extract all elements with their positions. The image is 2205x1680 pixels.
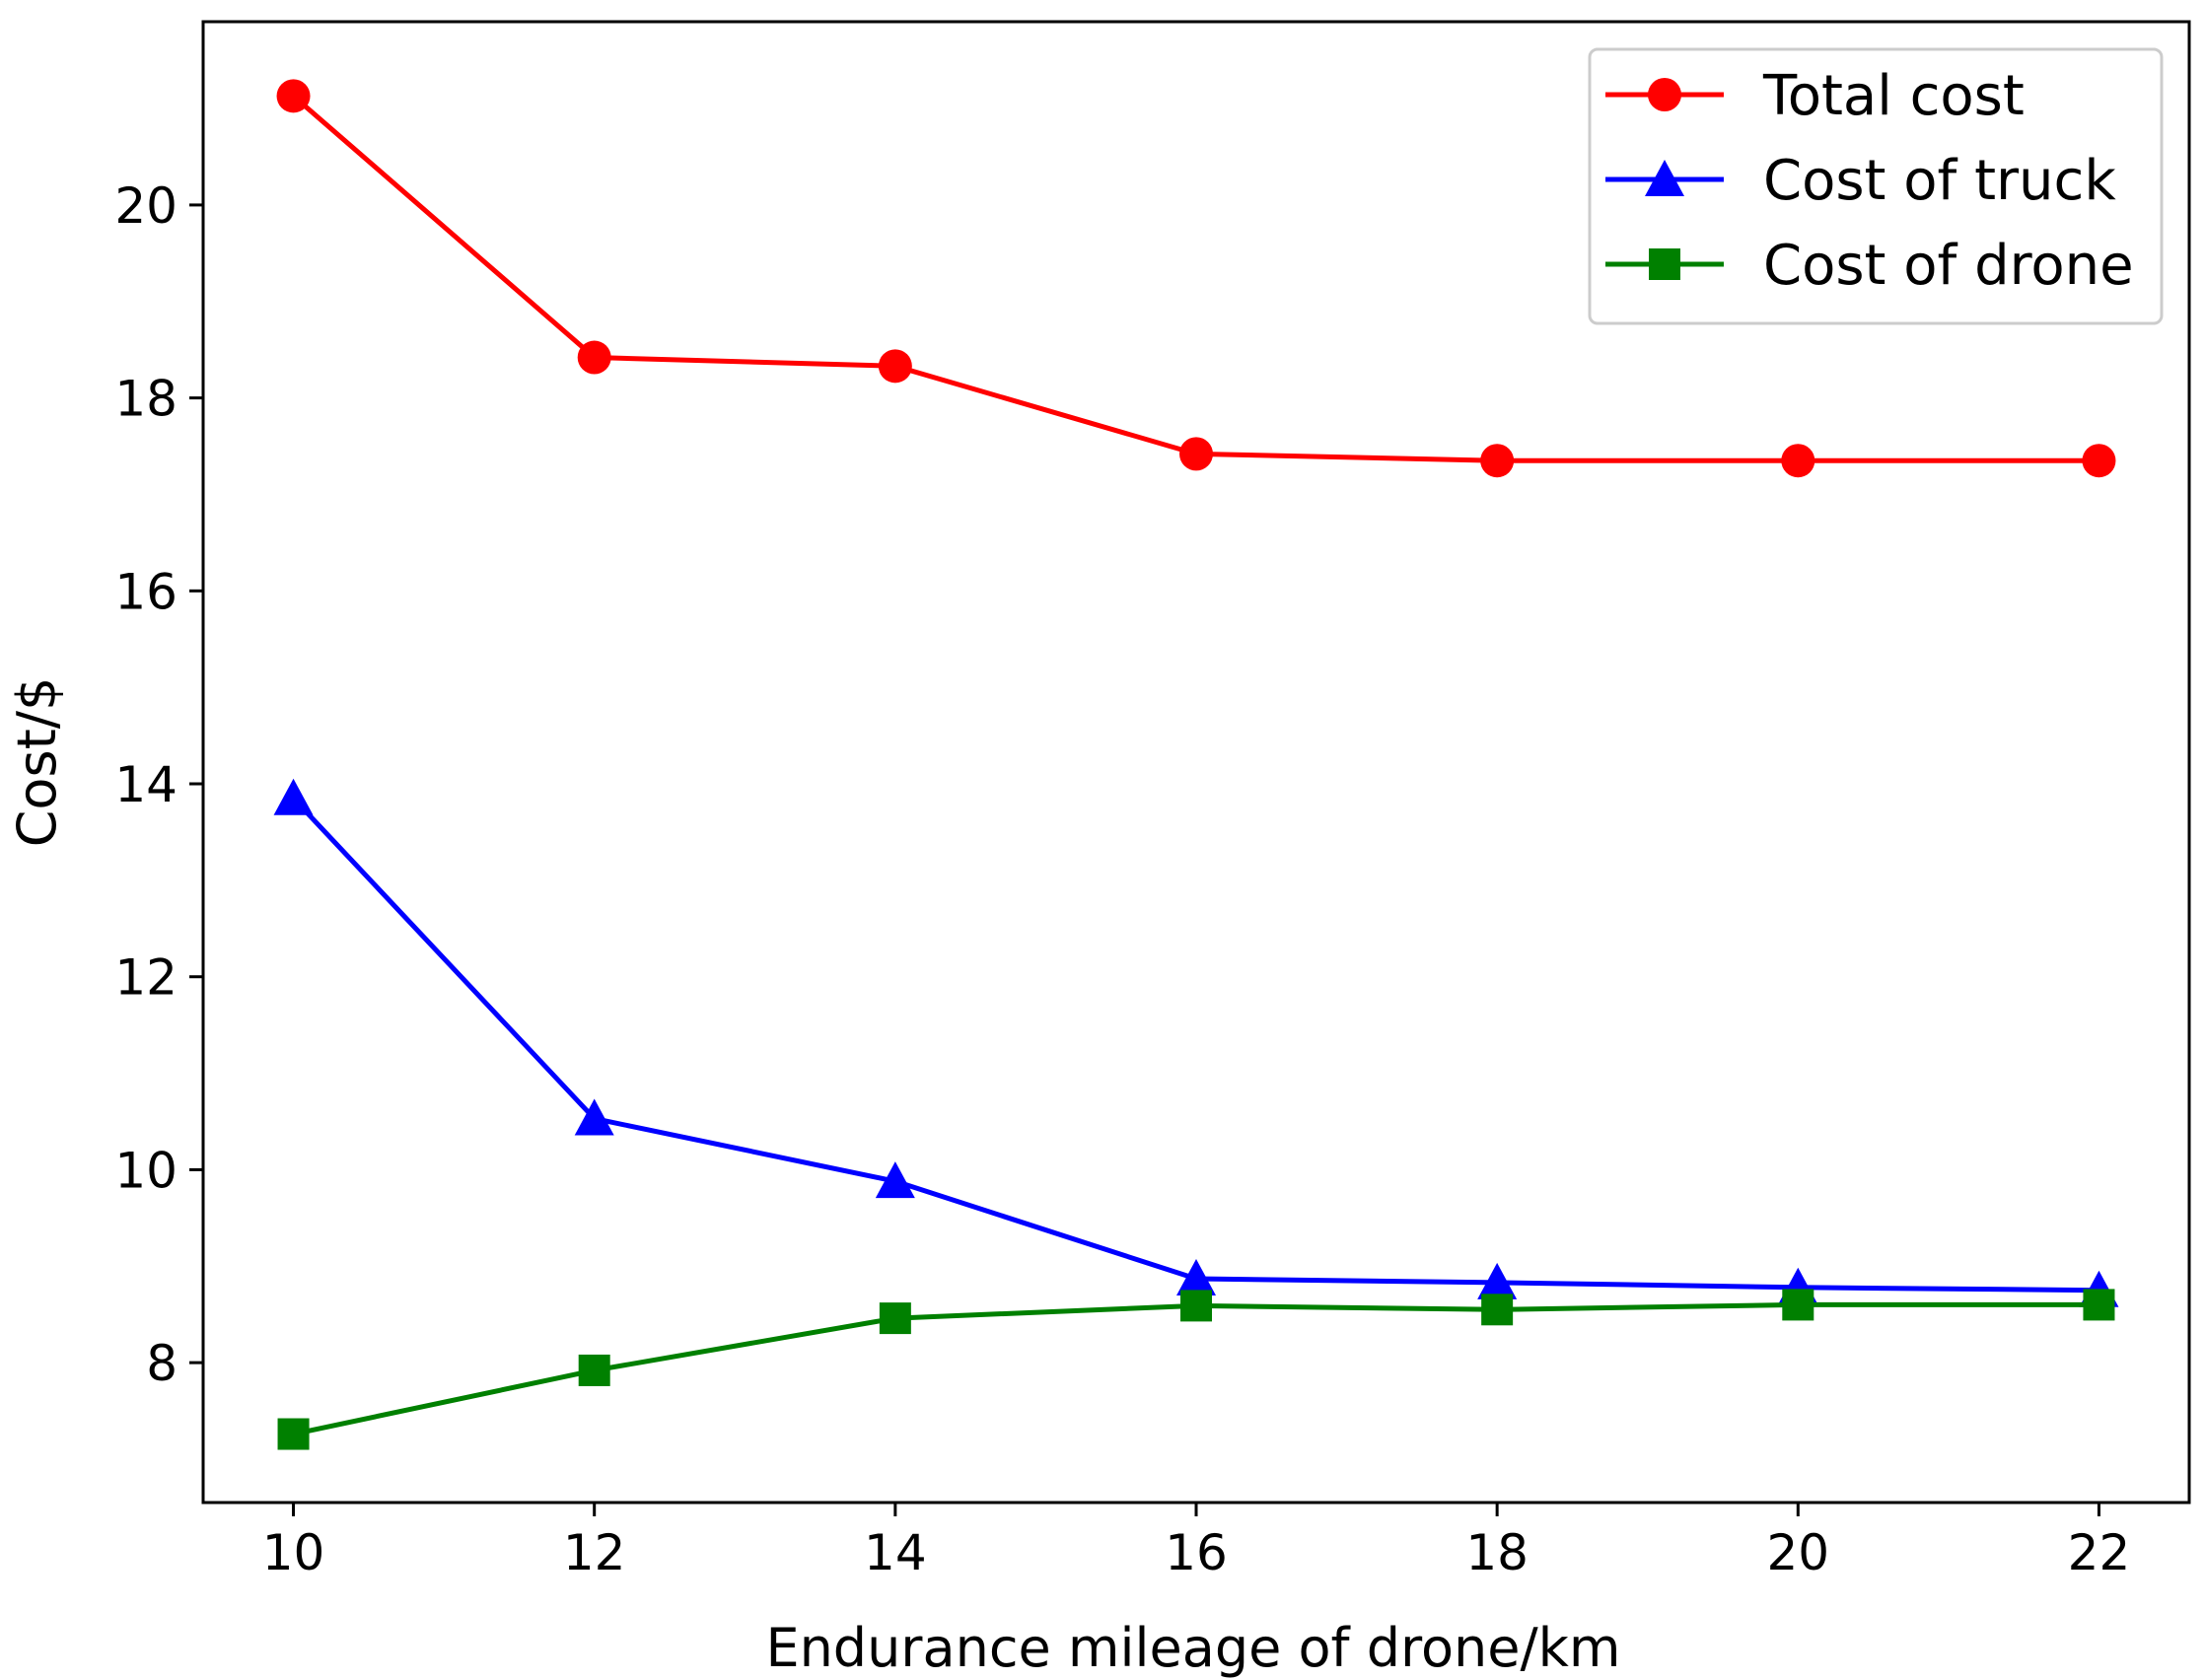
legend-item-cost-of-truck: Cost of truck [1605,149,2116,213]
x-tick-label-12: 12 [563,1524,626,1581]
data-point-total-cost-14 [878,349,912,384]
x-tick-label-20: 20 [1766,1524,1829,1581]
y-tick-label-8: 8 [146,1335,178,1392]
legend-marker-cost-of-truck [1645,160,1684,196]
y-tick-label-18: 18 [114,371,178,428]
data-point-total-cost-12 [577,340,611,375]
data-point-cost-of-drone-12 [578,1354,610,1386]
y-tick-label-10: 10 [114,1142,178,1199]
y-tick-label-20: 20 [114,177,178,235]
data-point-cost-of-drone-14 [879,1302,911,1335]
legend-label-cost-of-drone: Cost of drone [1763,234,2134,298]
y-tick-label-14: 14 [114,756,178,813]
series-cost-of-drone [277,1289,2115,1450]
y-axis: 8 10 12 14 16 18 20 [114,177,203,1392]
data-point-total-cost-10 [276,79,311,113]
data-point-cost-of-drone-16 [1180,1290,1212,1322]
legend-item-total-cost: Total cost [1605,64,2025,128]
legend-marker-total-cost [1648,78,1681,111]
data-point-cost-of-truck-12 [574,1098,614,1136]
x-tick-label-18: 18 [1465,1524,1529,1581]
series-total-cost [276,79,2116,478]
x-axis: 10 12 14 16 18 20 22 [262,1503,2131,1581]
data-point-cost-of-truck-14 [875,1161,915,1199]
legend-label-cost-of-truck: Cost of truck [1763,149,2116,213]
y-tick-label-12: 12 [114,949,178,1007]
data-point-total-cost-22 [2082,444,2116,478]
data-point-cost-of-truck-10 [273,778,314,815]
data-point-total-cost-16 [1179,437,1213,471]
data-point-cost-of-drone-20 [1782,1289,1814,1321]
y-axis-label: Cost/$ [6,677,68,848]
x-tick-label-22: 22 [2068,1524,2131,1581]
data-point-cost-of-drone-18 [1481,1294,1514,1326]
series-layer [273,79,2119,1450]
data-point-cost-of-truck-16 [1176,1258,1216,1295]
data-point-cost-of-drone-22 [2083,1289,2115,1321]
x-tick-label-10: 10 [262,1524,325,1581]
data-point-total-cost-18 [1480,444,1515,478]
legend-box [1588,47,2164,325]
y-tick-label-16: 16 [114,563,178,620]
data-point-cost-of-drone-10 [277,1418,310,1450]
data-point-cost-of-truck-18 [1477,1262,1518,1299]
legend-item-cost-of-drone: Cost of drone [1605,234,2134,298]
data-point-total-cost-20 [1781,444,1815,478]
legend-label-total-cost: Total cost [1762,64,2025,128]
legend: Total cost Cost of truck Cost of drone [1588,47,2164,325]
legend-marker-cost-of-drone [1649,248,1680,280]
x-axis-label: Endurance mileage of drone/km [765,1617,1620,1679]
x-tick-label-14: 14 [864,1524,927,1581]
x-tick-label-16: 16 [1165,1524,1228,1581]
